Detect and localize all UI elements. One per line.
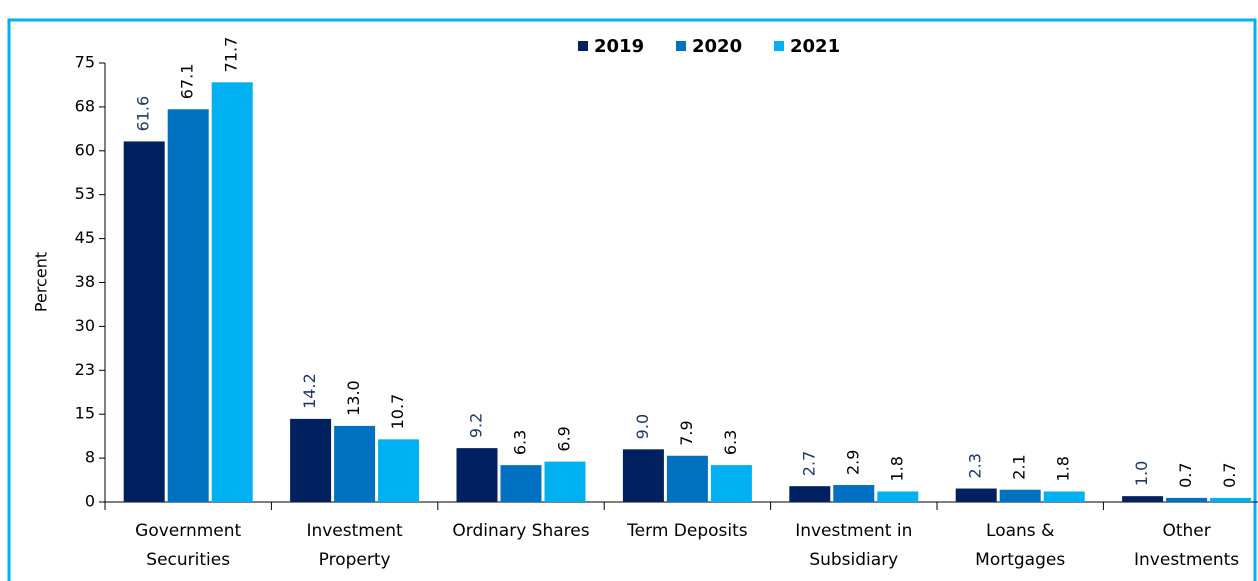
value-label: 10.7	[388, 394, 407, 430]
bar	[833, 485, 875, 502]
bar	[666, 455, 708, 502]
bar	[1166, 497, 1208, 502]
x-tick-label: Term Deposits	[626, 521, 748, 541]
y-tick-label: 45	[75, 228, 95, 247]
y-tick-label: 60	[75, 140, 95, 159]
y-tick-label: 8	[85, 448, 95, 467]
value-label: 9.2	[467, 413, 486, 438]
value-label: 2.1	[1010, 454, 1029, 479]
value-label: 7.9	[677, 420, 696, 445]
y-tick-label: 0	[85, 492, 95, 511]
value-label: 1.8	[1054, 456, 1073, 481]
value-label: 6.9	[555, 426, 574, 451]
bar	[999, 489, 1041, 502]
legend-swatch	[578, 41, 588, 51]
bar	[456, 448, 498, 502]
value-label: 2.3	[966, 453, 985, 478]
bar	[877, 491, 919, 502]
y-tick-label: 30	[75, 316, 95, 335]
value-label: 13.0	[344, 380, 363, 416]
x-tick-label: Government Securities	[135, 521, 241, 570]
legend: 2019 2020 2021	[578, 36, 840, 57]
bar	[378, 439, 420, 502]
bar	[290, 418, 332, 502]
bar	[123, 141, 165, 502]
legend-label: 2019	[594, 36, 644, 57]
legend-swatch	[676, 41, 686, 51]
legend-label: 2020	[692, 36, 742, 57]
y-tick-label: 68	[75, 96, 95, 115]
x-tick-label: Other Investments	[1134, 521, 1239, 570]
x-tick-label: Ordinary Shares	[452, 521, 589, 541]
y-tick-label: 15	[75, 404, 95, 423]
value-label: 6.3	[721, 430, 740, 455]
x-tick-label: Investment in Subsidiary	[795, 521, 912, 570]
value-label: 1.0	[1132, 461, 1151, 486]
value-label: 6.3	[511, 430, 530, 455]
value-label: 0.7	[1176, 462, 1195, 487]
bar	[334, 425, 376, 502]
value-label: 61.6	[134, 96, 153, 132]
bar	[1043, 491, 1085, 502]
value-label: 0.7	[1220, 462, 1239, 487]
bar	[1210, 497, 1252, 502]
value-label: 9.0	[633, 414, 652, 439]
bar	[167, 109, 209, 502]
frame	[7, 18, 1257, 581]
y-axis-label: Percent	[32, 252, 51, 312]
value-label: 2.9	[843, 450, 862, 475]
y-tick-label: 23	[75, 360, 95, 379]
y-tick-label: 53	[75, 184, 95, 203]
value-label: 71.7	[222, 37, 241, 73]
bar	[500, 465, 542, 502]
value-label: 67.1	[178, 64, 197, 100]
bar	[211, 82, 253, 502]
bar	[1122, 496, 1164, 502]
value-label: 2.7	[799, 451, 818, 476]
y-tick-label: 38	[75, 272, 95, 291]
value-label: 14.2	[300, 373, 319, 409]
bar	[955, 488, 997, 502]
x-tick-label: Investment Property	[306, 521, 403, 570]
y-tick-label: 75	[75, 53, 95, 72]
value-label: 1.8	[887, 456, 906, 481]
bar	[789, 486, 831, 502]
bar	[710, 465, 752, 502]
legend-swatch	[774, 41, 784, 51]
x-tick-label: Loans & Mortgages	[975, 521, 1065, 570]
legend-label: 2021	[790, 36, 840, 57]
bar	[622, 449, 664, 502]
bar	[544, 461, 586, 502]
